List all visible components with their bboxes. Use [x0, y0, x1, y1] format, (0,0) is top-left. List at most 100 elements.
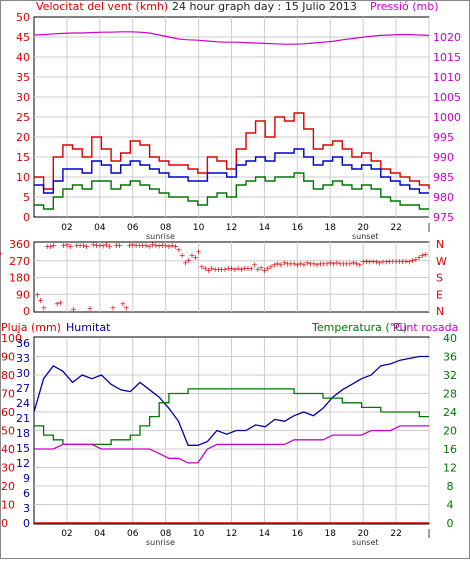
direction-point: +: [284, 260, 291, 269]
direction-point: +: [228, 264, 235, 273]
humidity-y-tick-label: 33: [16, 352, 30, 365]
wind-y-tick-label: 20: [16, 131, 30, 144]
wind-x-tick-label: 04: [94, 223, 106, 233]
direction-point: +: [248, 264, 255, 273]
direction-point: +: [80, 241, 87, 250]
direction-cardinal-label: S: [436, 272, 443, 285]
lower-x-tick-label: 04: [94, 529, 106, 539]
direction-point: +: [0, 249, 3, 258]
direction-point: +: [287, 260, 294, 269]
dew-point-axis-label: Punt rosada: [393, 321, 458, 334]
direction-point: +: [324, 260, 331, 269]
direction-point: +: [116, 241, 123, 250]
humidity-y-tick-label: 9: [23, 472, 30, 485]
wind-y-tick-label: 15: [16, 151, 30, 164]
direction-point: +: [281, 259, 288, 268]
wind-y-tick-label: 35: [16, 71, 30, 84]
direction-point: +: [70, 305, 77, 314]
rain-y-tick-label: 80: [1, 369, 15, 382]
rain-y-tick-label: 50: [1, 425, 15, 438]
rain-y-tick-label: 30: [1, 462, 15, 475]
direction-point: +: [337, 260, 344, 269]
direction-point: +: [133, 241, 140, 250]
direction-point: +: [162, 241, 169, 250]
direction-point: +: [113, 241, 120, 250]
direction-point: +: [235, 264, 242, 273]
direction-point: +: [310, 260, 317, 269]
humidity-y-tick-label: 27: [16, 382, 30, 395]
direction-point: +: [47, 242, 54, 251]
temperature-y-tick-label: 4: [447, 499, 454, 512]
series-line-dew_point: [34, 425, 429, 464]
series-line-wind_gust: [34, 112, 430, 190]
direction-point: +: [192, 253, 199, 262]
wind-y-tick-label: 45: [16, 31, 30, 44]
pressure-y-tick-label: 1000: [433, 111, 461, 124]
direction-point: +: [403, 257, 410, 266]
direction-point: +: [83, 242, 90, 251]
graph-title: 24 hour graph day : 15 Julio 2013: [172, 0, 357, 13]
pressure-y-tick-label: 980: [433, 191, 454, 204]
direction-point: +: [64, 240, 71, 249]
sunrise-label-bottom: sunrise: [146, 538, 175, 547]
direction-point: +: [412, 255, 419, 264]
rain-y-tick-label: 100: [1, 332, 22, 345]
lower-x-tick-label: 12: [226, 529, 237, 539]
rain-y-tick-label: 90: [1, 351, 15, 364]
lower-x-tick-label: 02: [61, 529, 72, 539]
direction-point: +: [291, 260, 298, 269]
direction-point: +: [320, 260, 327, 269]
lower-x-tick-label: |: [427, 529, 430, 539]
wind-x-tick-label: 06: [127, 223, 139, 233]
direction-point: +: [251, 260, 258, 269]
series-line-pressure: [33, 31, 430, 45]
direction-point: +: [278, 260, 285, 269]
temperature-y-tick-label: 8: [447, 480, 454, 493]
direction-point: +: [304, 259, 311, 268]
direction-point: +: [208, 264, 215, 273]
wind-y-tick-label: 25: [16, 111, 30, 124]
lower-x-tick-label: 14: [259, 529, 271, 539]
direction-point: +: [350, 259, 357, 268]
pressure-y-tick-label: 1020: [433, 31, 461, 44]
pressure-y-tick-label: 1005: [433, 91, 461, 104]
direction-point: +: [238, 265, 245, 274]
pressure-y-tick-label: 995: [433, 131, 454, 144]
direction-point: +: [301, 260, 308, 269]
humidity-y-tick-label: 36: [16, 337, 30, 350]
direction-point: +: [149, 240, 156, 249]
temperature-y-tick-label: 0: [447, 517, 454, 530]
direction-point: +: [419, 251, 426, 260]
temperature-y-tick-label: 28: [443, 388, 457, 401]
wind-x-tick-label: 10: [193, 223, 205, 233]
direction-point: +: [409, 256, 416, 265]
temperature-y-tick-label: 12: [443, 462, 457, 475]
wind-axis-label: Velocitat del vent (kmh): [36, 0, 168, 13]
humidity-axis-label: Humitat: [66, 321, 111, 334]
direction-y-tick-label: 0: [23, 305, 30, 318]
direction-point: +: [241, 264, 248, 273]
direction-point: +: [110, 303, 117, 312]
temperature-y-tick-label: 20: [443, 425, 457, 438]
direction-cardinal-label: N: [436, 238, 444, 251]
direction-point: +: [34, 290, 41, 299]
direction-point: +: [271, 260, 278, 269]
humidity-y-tick-label: 18: [16, 427, 30, 440]
humidity-y-tick-label: 0: [23, 517, 30, 530]
direction-cardinal-label: W: [436, 255, 447, 268]
humidity-y-tick-label: 24: [16, 397, 30, 410]
direction-point: +: [129, 240, 136, 249]
lower-x-tick-label: 22: [390, 529, 401, 539]
direction-point: +: [212, 265, 219, 274]
direction-point: +: [54, 300, 61, 309]
rain-y-tick-label: 0: [1, 517, 8, 530]
direction-point: +: [143, 241, 150, 250]
direction-point: +: [100, 241, 107, 250]
direction-point: +: [103, 240, 110, 249]
wind-y-tick-label: 10: [16, 171, 30, 184]
direction-point: +: [314, 260, 321, 269]
direction-point: +: [317, 260, 324, 269]
series-line-wind_avg: [34, 148, 429, 194]
direction-point: +: [136, 241, 143, 250]
